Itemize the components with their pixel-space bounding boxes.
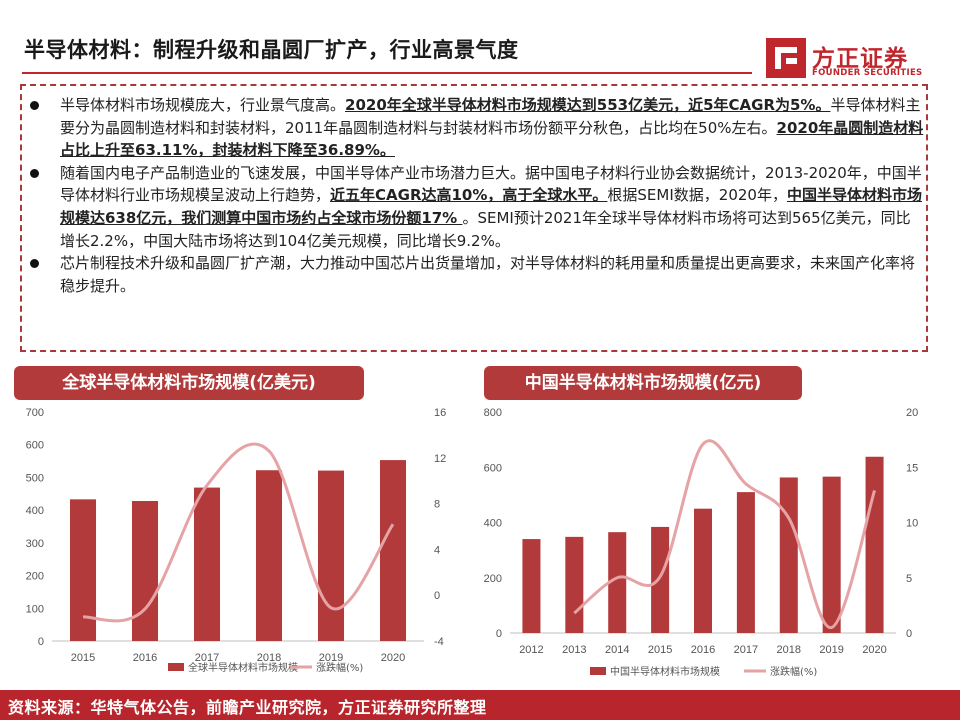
growth-line — [82, 442, 395, 623]
page-title: 半导体材料：制程升级和晶圆厂扩产，行业高景气度 — [24, 38, 519, 62]
bullet-item: 随着国内电子产品制造业的飞速发展，中国半导体产业市场潜力巨大。据中国电子材料行业… — [26, 162, 924, 252]
bar — [131, 500, 159, 641]
bullet-text: 半导体材料市场规模庞大，行业景气度高。 — [60, 96, 346, 114]
title-divider — [22, 72, 752, 74]
founder-logo-icon — [766, 38, 806, 78]
bar — [379, 460, 407, 641]
x-tick-label: 2015 — [71, 652, 95, 664]
logo-name: 方正证券 — [812, 46, 908, 72]
x-tick-label: 2012 — [519, 644, 543, 656]
bullet-item: 芯片制程技术升级和晶圆厂扩产潮，大力推动中国芯片出货量增加，对半导体材料的耗用量… — [26, 252, 924, 297]
bullet-dot-icon — [30, 168, 39, 178]
bullet-text: 芯片制程技术升级和晶圆厂扩产潮，大力推动中国芯片出货量增加，对半导体材料的耗用量… — [60, 254, 916, 295]
bullet-highlight: 2020年全球半导体材料市场规模达到553亿美元，近5年CAGR为5%。 — [345, 96, 831, 114]
bullet-text: 根据SEMI数据，2020年， — [607, 186, 787, 205]
x-tick-label: 2014 — [605, 644, 629, 656]
y-left-tick-label: 600 — [26, 440, 44, 452]
y-left-tick-label: 0 — [496, 628, 502, 640]
china-chart-title: 中国半导体材料市场规模(亿元) — [484, 366, 802, 400]
bar — [317, 470, 345, 641]
bullet-text: 随着国内电子产品制造业的飞速发展，中国半导体产业市场潜力巨大。据中国电子材料行业… — [60, 163, 922, 205]
x-tick-label: 2018 — [777, 644, 801, 656]
bullet-list: 半导体材料市场规模庞大，行业景气度高。2020年全球半导体材料市场规模达到553… — [26, 94, 924, 297]
bar — [522, 539, 541, 633]
legend-bar-swatch — [168, 663, 184, 671]
y-right-tick-label: 10 — [906, 518, 918, 530]
y-left-tick-label: 200 — [484, 573, 502, 585]
y-right-tick-label: 12 — [434, 453, 446, 465]
y-left-tick-label: 700 — [26, 407, 44, 419]
bar — [255, 470, 283, 641]
y-right-tick-label: 5 — [906, 573, 912, 585]
bar — [651, 526, 670, 633]
y-right-tick-label: 15 — [906, 462, 918, 474]
x-tick-label: 2020 — [862, 644, 886, 656]
bullet-highlight: 近五年CAGR达高10%，高于全球水平。 — [330, 186, 608, 205]
legend-label: 中国半导体材料市场规模 — [610, 665, 720, 678]
y-right-tick-label: -4 — [434, 636, 444, 648]
y-right-tick-label: 4 — [434, 544, 440, 556]
x-tick-label: 2020 — [381, 652, 405, 664]
legend-label: 全球半导体材料市场规模 — [188, 661, 298, 674]
y-left-tick-label: 400 — [26, 505, 44, 517]
growth-line — [573, 439, 876, 629]
x-tick-label: 2019 — [319, 652, 343, 664]
y-left-tick-label: 600 — [484, 462, 502, 474]
y-right-tick-label: 0 — [434, 590, 440, 602]
y-right-tick-label: 20 — [906, 407, 918, 419]
bullet-highlight: 2020年晶圆制造材料占比上升至63.11%，封装材料下降至36.89%。 — [60, 118, 924, 160]
bullet-highlight: 中国半导体材料市场规模达638亿元，我们测算中国市场约占全球市场份额17% — [60, 186, 922, 227]
y-left-tick-label: 100 — [26, 603, 44, 615]
y-left-tick-label: 400 — [484, 518, 502, 530]
y-left-tick-label: 200 — [26, 571, 44, 583]
y-right-tick-label: 16 — [434, 407, 446, 419]
founder-securities-logo: 方正证券 FOUNDER SECURITIES — [766, 38, 946, 84]
y-right-tick-label: 8 — [434, 499, 440, 511]
bar — [693, 508, 713, 633]
bullet-dot-icon — [30, 101, 39, 110]
bullet-text: 。SEMI预计2021年全球半导体材料市场将可达到565亿美元，同比增长2.2%… — [60, 208, 911, 250]
bar — [736, 492, 755, 633]
legend-bar-swatch — [590, 667, 606, 675]
y-left-tick-label: 800 — [484, 407, 502, 419]
bar — [865, 456, 884, 633]
global-chart-title: 全球半导体材料市场规模(亿美元) — [14, 366, 364, 400]
bullet-item: 半导体材料市场规模庞大，行业景气度高。2020年全球半导体材料市场规模达到553… — [26, 94, 924, 162]
bar — [565, 536, 584, 633]
x-tick-label: 2015 — [648, 644, 672, 656]
x-tick-label: 2017 — [195, 652, 219, 664]
logo-subtitle: FOUNDER SECURITIES — [812, 68, 923, 78]
x-tick-label: 2016 — [691, 644, 715, 656]
bar — [608, 532, 627, 633]
bullet-dot-icon — [30, 259, 39, 269]
legend-label: 涨跌幅(%) — [316, 661, 363, 674]
global-market-chart: 0 100 200 300 400 500 600 700 -4 0 4 8 12 16 2015 2016 2… — [26, 407, 447, 674]
bar — [779, 477, 798, 633]
x-tick-label: 2017 — [734, 644, 758, 656]
bar — [822, 476, 841, 633]
y-left-tick-label: 0 — [38, 636, 44, 648]
bar — [69, 499, 97, 641]
y-left-tick-label: 500 — [26, 472, 44, 484]
y-right-tick-label: 0 — [906, 628, 912, 640]
x-tick-label: 2019 — [819, 644, 843, 656]
footer-bar: 资料来源：华特气体公告，前瞻产业研究院，方正证券研究所整理 — [0, 690, 960, 720]
summary-box — [20, 84, 928, 352]
x-tick-label: 2013 — [562, 644, 586, 656]
china-market-chart: 0 200 400 600 800 0 5 10 15 20 2012 2013 2014 2015 201… — [484, 407, 919, 678]
legend-label: 涨跌幅(%) — [770, 665, 817, 678]
bullet-text: 半导体材料主要分为晶圆制造材料和封装材料，2011年晶圆制造材料与封装材料市场份… — [60, 96, 921, 137]
source-note: 资料来源：华特气体公告，前瞻产业研究院，方正证券研究所整理 — [8, 698, 487, 717]
x-tick-label: 2018 — [257, 652, 281, 664]
x-tick-label: 2016 — [133, 652, 157, 664]
bar — [193, 487, 221, 641]
y-left-tick-label: 300 — [26, 538, 44, 550]
